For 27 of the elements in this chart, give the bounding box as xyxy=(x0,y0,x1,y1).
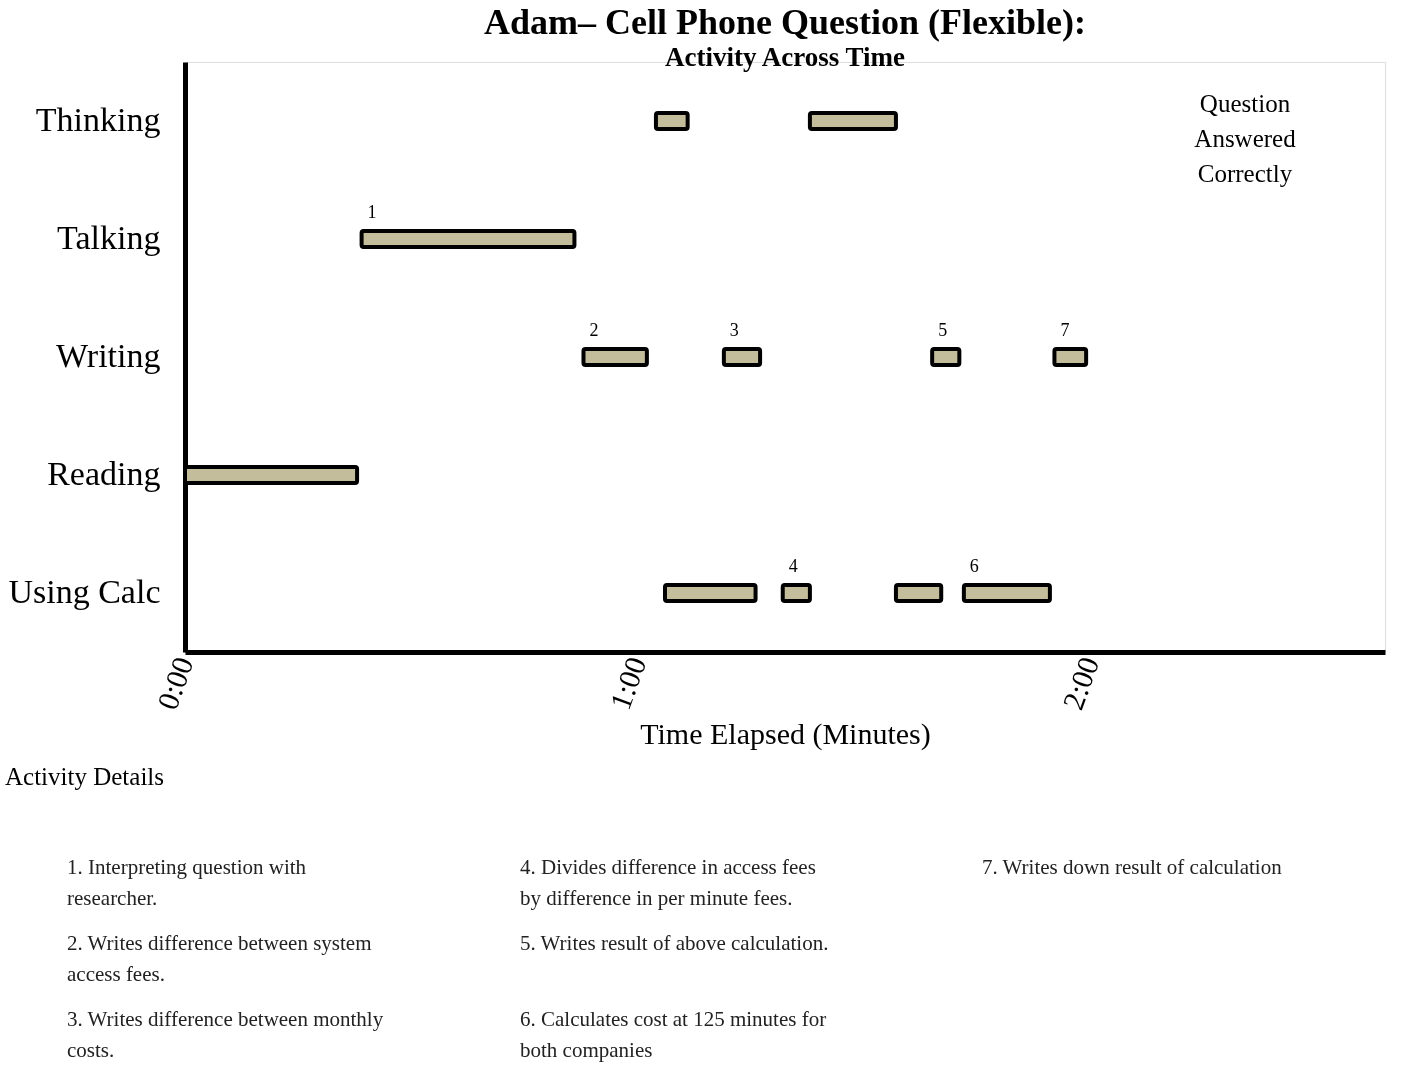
y-tick-label: Writing xyxy=(56,337,161,374)
chart-subtitle: Activity Across Time xyxy=(665,42,905,72)
annotation: 5 xyxy=(938,320,948,340)
text: 1. Interpreting question with researcher. xyxy=(67,855,307,910)
annotation: 4 xyxy=(788,556,798,576)
chart-title: Adam– Cell Phone Question (Flexible): xyxy=(484,2,1086,42)
y-tick-label: Thinking xyxy=(35,101,161,138)
annotation: Question Answered Correctly xyxy=(1194,90,1297,187)
annotation: 2 xyxy=(589,320,599,340)
text: Activity Details xyxy=(5,763,164,790)
x-tick-label: 1:00 xyxy=(603,652,653,714)
x-tick-label: 2:00 xyxy=(1056,652,1106,714)
text: 6. Calculates cost at 125 minutes for both companies xyxy=(520,1007,827,1062)
y-tick-label: Using Calc xyxy=(8,573,161,610)
text: 5. Writes result of above calculation. xyxy=(520,931,829,955)
text: 3. Writes difference between monthly costs. xyxy=(67,1007,384,1062)
annotation: 3 xyxy=(729,320,739,340)
y-tick-label: Reading xyxy=(47,455,161,492)
annotation: 1 xyxy=(367,202,377,222)
text: 7. Writes down result of calculation xyxy=(982,855,1283,879)
x-tick-label: 0:00 xyxy=(150,652,200,714)
annotation: 7 xyxy=(1060,320,1070,340)
text: 4. Divides difference in access fees by difference in per minute fees. xyxy=(520,855,816,910)
annotation: 6 xyxy=(969,556,979,576)
text: 2. Writes difference between system access fees. xyxy=(67,931,372,986)
y-tick-label: Talking xyxy=(57,219,161,256)
x-axis-title: Time Elapsed (Minutes) xyxy=(640,716,931,751)
